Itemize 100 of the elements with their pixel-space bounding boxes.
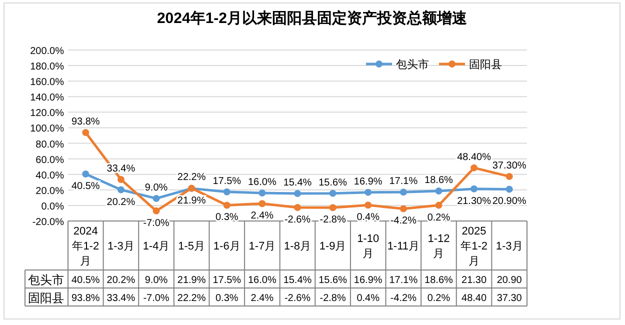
text: 0.2% bbox=[427, 293, 450, 304]
text: -2.6% bbox=[284, 293, 311, 304]
point bbox=[258, 190, 266, 197]
point bbox=[152, 207, 160, 214]
text: 48.40 bbox=[462, 293, 487, 304]
point bbox=[329, 204, 336, 212]
point bbox=[82, 129, 90, 136]
data-label: 0.3% bbox=[215, 212, 238, 224]
data-label: 40.5% bbox=[71, 180, 100, 192]
text: 2.4% bbox=[250, 293, 274, 304]
data-label: 22.2% bbox=[177, 172, 206, 184]
y-tick-label: 80.0% bbox=[36, 139, 64, 150]
text: 33.4% bbox=[106, 293, 136, 304]
text: -7.0% bbox=[143, 293, 170, 304]
data-label: -2.8% bbox=[320, 214, 346, 226]
y-tick-label: 120.0% bbox=[30, 108, 64, 120]
data-label: 15.6% bbox=[318, 177, 348, 188]
text: -4.2% bbox=[390, 293, 416, 304]
x-tick-label: 1-4月 bbox=[142, 240, 170, 252]
data-label: 18.6% bbox=[424, 174, 454, 186]
text: 0.3% bbox=[215, 293, 238, 304]
data-label: 16.9% bbox=[354, 176, 382, 188]
point bbox=[400, 205, 407, 212]
text: 93.8% bbox=[71, 293, 100, 304]
point bbox=[294, 190, 301, 197]
text: 21.9% bbox=[177, 275, 206, 286]
data-label: 21.9% bbox=[177, 195, 206, 206]
point bbox=[470, 164, 478, 172]
text: 37.30 bbox=[496, 293, 522, 304]
point bbox=[152, 194, 160, 202]
data-label: 9.0% bbox=[144, 182, 168, 194]
x-tick-label: 1-6月 bbox=[213, 240, 240, 252]
text: 17.1% bbox=[389, 275, 418, 286]
text: 18.6% bbox=[424, 275, 453, 286]
point bbox=[364, 188, 372, 196]
text: 15.6% bbox=[318, 275, 347, 286]
y-tick-label: 200.0% bbox=[30, 46, 64, 57]
data-label: 37.30% bbox=[492, 160, 526, 172]
y-tick-label: 160.0% bbox=[30, 77, 64, 88]
point bbox=[435, 187, 442, 194]
text: 40.5% bbox=[71, 275, 100, 286]
data-label: -2.6% bbox=[284, 214, 311, 226]
point bbox=[364, 202, 372, 209]
data-label: 17.5% bbox=[212, 176, 242, 187]
point bbox=[117, 176, 124, 183]
y-tick-label: 60.0% bbox=[36, 154, 64, 166]
text: 固阳县 bbox=[28, 291, 64, 305]
point bbox=[223, 188, 230, 196]
data-label: 15.4% bbox=[283, 177, 312, 188]
x-tick-label: 1-3月 bbox=[108, 240, 134, 252]
data-label: 93.8% bbox=[71, 116, 100, 128]
data-label: 0.4% bbox=[356, 212, 380, 224]
text: 20.90 bbox=[496, 275, 522, 286]
x-tick-label: 1-12月 bbox=[428, 233, 450, 260]
x-tick-label: 1-8月 bbox=[284, 240, 311, 252]
text: 0.4% bbox=[356, 293, 380, 304]
data-label: 20.2% bbox=[106, 196, 136, 208]
y-tick-label: 100.0% bbox=[30, 124, 64, 135]
point bbox=[258, 200, 266, 208]
point bbox=[435, 202, 442, 209]
x-tick-label: 2025年1-2月 bbox=[460, 226, 488, 268]
text: 16.0% bbox=[248, 275, 276, 286]
text: 22.2% bbox=[177, 293, 206, 304]
legend-label: 包头市 bbox=[396, 58, 429, 71]
data-label: 17.1% bbox=[389, 176, 418, 188]
x-tick-label: 1-10月 bbox=[357, 233, 380, 260]
point bbox=[470, 185, 478, 192]
x-tick-label: 1-11月 bbox=[387, 240, 420, 252]
data-label: 16.0% bbox=[248, 177, 276, 188]
data-label: -7.0% bbox=[143, 218, 170, 229]
data-label: 48.40% bbox=[457, 152, 492, 163]
data-label: -4.2% bbox=[390, 216, 417, 227]
point bbox=[223, 202, 230, 209]
point bbox=[329, 190, 336, 197]
text: 20.2% bbox=[106, 275, 136, 286]
text: 包头市 bbox=[28, 273, 64, 287]
y-tick-label: 140.0% bbox=[30, 92, 64, 104]
point bbox=[294, 204, 301, 211]
point bbox=[506, 186, 513, 193]
data-label: 2.4% bbox=[250, 210, 274, 222]
x-tick-label: 1-9月 bbox=[319, 240, 346, 252]
x-tick-label: 1-7月 bbox=[248, 240, 276, 252]
y-tick-label: 40.0% bbox=[36, 170, 64, 182]
data-label: 0.2% bbox=[427, 212, 450, 224]
text: 9.0% bbox=[144, 275, 168, 286]
data-label: 21.30% bbox=[457, 196, 492, 207]
legend-label: 固阳县 bbox=[469, 59, 502, 71]
text: 16.9% bbox=[354, 275, 382, 286]
text: -2.8% bbox=[320, 293, 346, 304]
y-tick-label: 0.0% bbox=[41, 201, 64, 212]
y-tick-label: -20.0% bbox=[32, 217, 64, 228]
data-label: 20.90% bbox=[492, 196, 526, 208]
y-tick-label: 20.0% bbox=[36, 186, 64, 197]
x-tick-label: 1-5月 bbox=[178, 240, 206, 252]
x-tick-label: 1-3月 bbox=[496, 240, 523, 252]
y-tick-label: 180.0% bbox=[30, 62, 64, 73]
x-tick-label: 2024年1-2月 bbox=[72, 226, 100, 268]
point bbox=[506, 172, 513, 180]
text: 17.5% bbox=[212, 275, 242, 286]
text: 15.4% bbox=[283, 275, 312, 286]
